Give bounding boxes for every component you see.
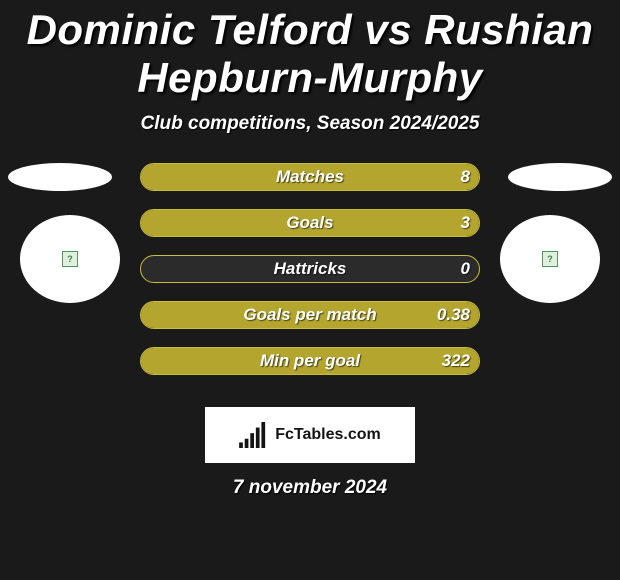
stat-value-right: 322 [442,347,470,375]
stat-value-right: 0 [461,255,470,283]
stat-label: Goals [140,209,480,237]
comparison-card: Dominic Telford vs Rushian Hepburn-Murph… [0,0,620,580]
subtitle: Club competitions, Season 2024/2025 [0,113,620,135]
brand-text: FcTables.com [275,426,381,444]
date: 7 november 2024 [0,477,620,499]
stat-label: Goals per match [140,301,480,329]
stat-value-right: 3 [461,209,470,237]
stat-row: Min per goal322 [0,347,620,393]
comparison-stage: ? ? Matches8Goals3Hattricks0Goals per ma… [0,163,620,393]
stat-value-right: 0.38 [437,301,470,329]
stat-row: Goals3 [0,209,620,255]
brand-footer[interactable]: FcTables.com [205,407,415,463]
stat-row: Matches8 [0,163,620,209]
stat-row: Goals per match0.38 [0,301,620,347]
stat-label: Hattricks [140,255,480,283]
stat-value-right: 8 [461,163,470,191]
stat-rows: Matches8Goals3Hattricks0Goals per match0… [0,163,620,393]
stat-row: Hattricks0 [0,255,620,301]
page-title: Dominic Telford vs Rushian Hepburn-Murph… [0,0,620,103]
stat-label: Min per goal [140,347,480,375]
stat-label: Matches [140,163,480,191]
fctables-logo-icon [239,422,269,448]
